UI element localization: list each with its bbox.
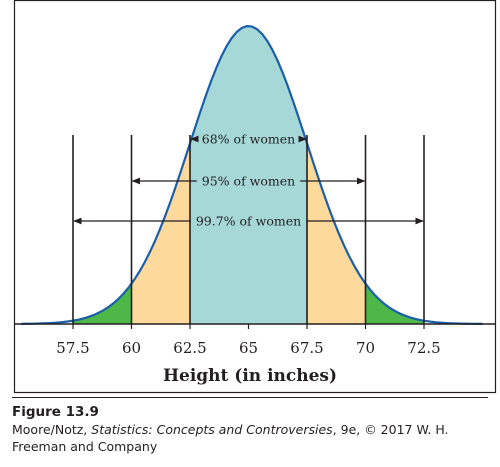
plot-frame — [13, 0, 497, 394]
x-tick-label-6: 70 — [356, 339, 375, 357]
caption-divider — [12, 397, 488, 398]
x-tick-label-2: 60 — [122, 339, 141, 357]
annotation-label-2: 95% of women — [202, 174, 295, 189]
figure-credit: Moore/Notz, Statistics: Concepts and Con… — [12, 421, 452, 455]
x-tick-label-1: 57.5 — [56, 339, 89, 357]
normal-curve — [21, 24, 483, 325]
x-tick-label-7: 72.5 — [407, 339, 440, 357]
x-tick-label-3: 62.5 — [173, 339, 206, 357]
x-tick-label-5: 67.5 — [290, 339, 323, 357]
figure-label: Figure 13.9 — [12, 404, 99, 420]
x-axis-title: Height (in inches) — [163, 366, 337, 386]
normal-curve-chart: 68% of women 95% of women 99.7% of women 5… — [13, 0, 497, 394]
credit-prefix: Moore/Notz, — [12, 422, 92, 437]
annotation-label-3: 99.7% of women — [196, 214, 301, 229]
shaded-region-5 — [365, 283, 424, 324]
shaded-region-4 — [73, 283, 132, 324]
credit-suffix: , 9e, © 2017 W. H. Freeman and Company — [12, 422, 449, 454]
x-tick-label-4: 65 — [239, 339, 258, 357]
credit-book-title: Statistics: Concepts and Controversies — [91, 422, 333, 437]
figure-caption: Figure 13.9 Moore/Notz, Statistics: Conc… — [12, 397, 488, 455]
annotation-label-1: 68% of women — [202, 132, 295, 147]
shaded-region-1 — [190, 26, 307, 324]
